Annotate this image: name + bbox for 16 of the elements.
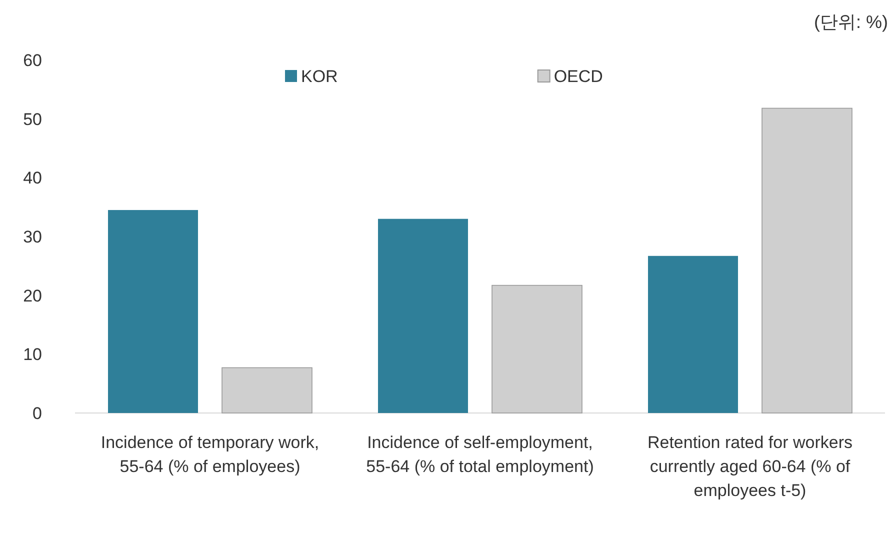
bar [108, 210, 198, 413]
xtick: Incidence of self-employment, 55-64 (% of total employment) [366, 433, 594, 476]
ytick: 20 [23, 286, 42, 306]
xtick: Incidence of temporary work, 55-64 (% of employees) [100, 433, 320, 476]
ytick: 10 [23, 345, 42, 364]
xtick: Retention rated for workers currently aged 60-64 (% of employees t-5) [647, 433, 853, 500]
ytick: 30 [23, 228, 42, 246]
bar [648, 256, 738, 413]
annotation: (단위: %) [814, 12, 888, 32]
ytick: 0 [32, 404, 42, 423]
bar [378, 218, 468, 413]
legend-item: OECD [554, 67, 603, 86]
ytick: 40 [23, 168, 42, 188]
ytick: 60 [23, 51, 42, 70]
ytick: 50 [23, 110, 42, 129]
legend-item: KOR [301, 67, 338, 86]
